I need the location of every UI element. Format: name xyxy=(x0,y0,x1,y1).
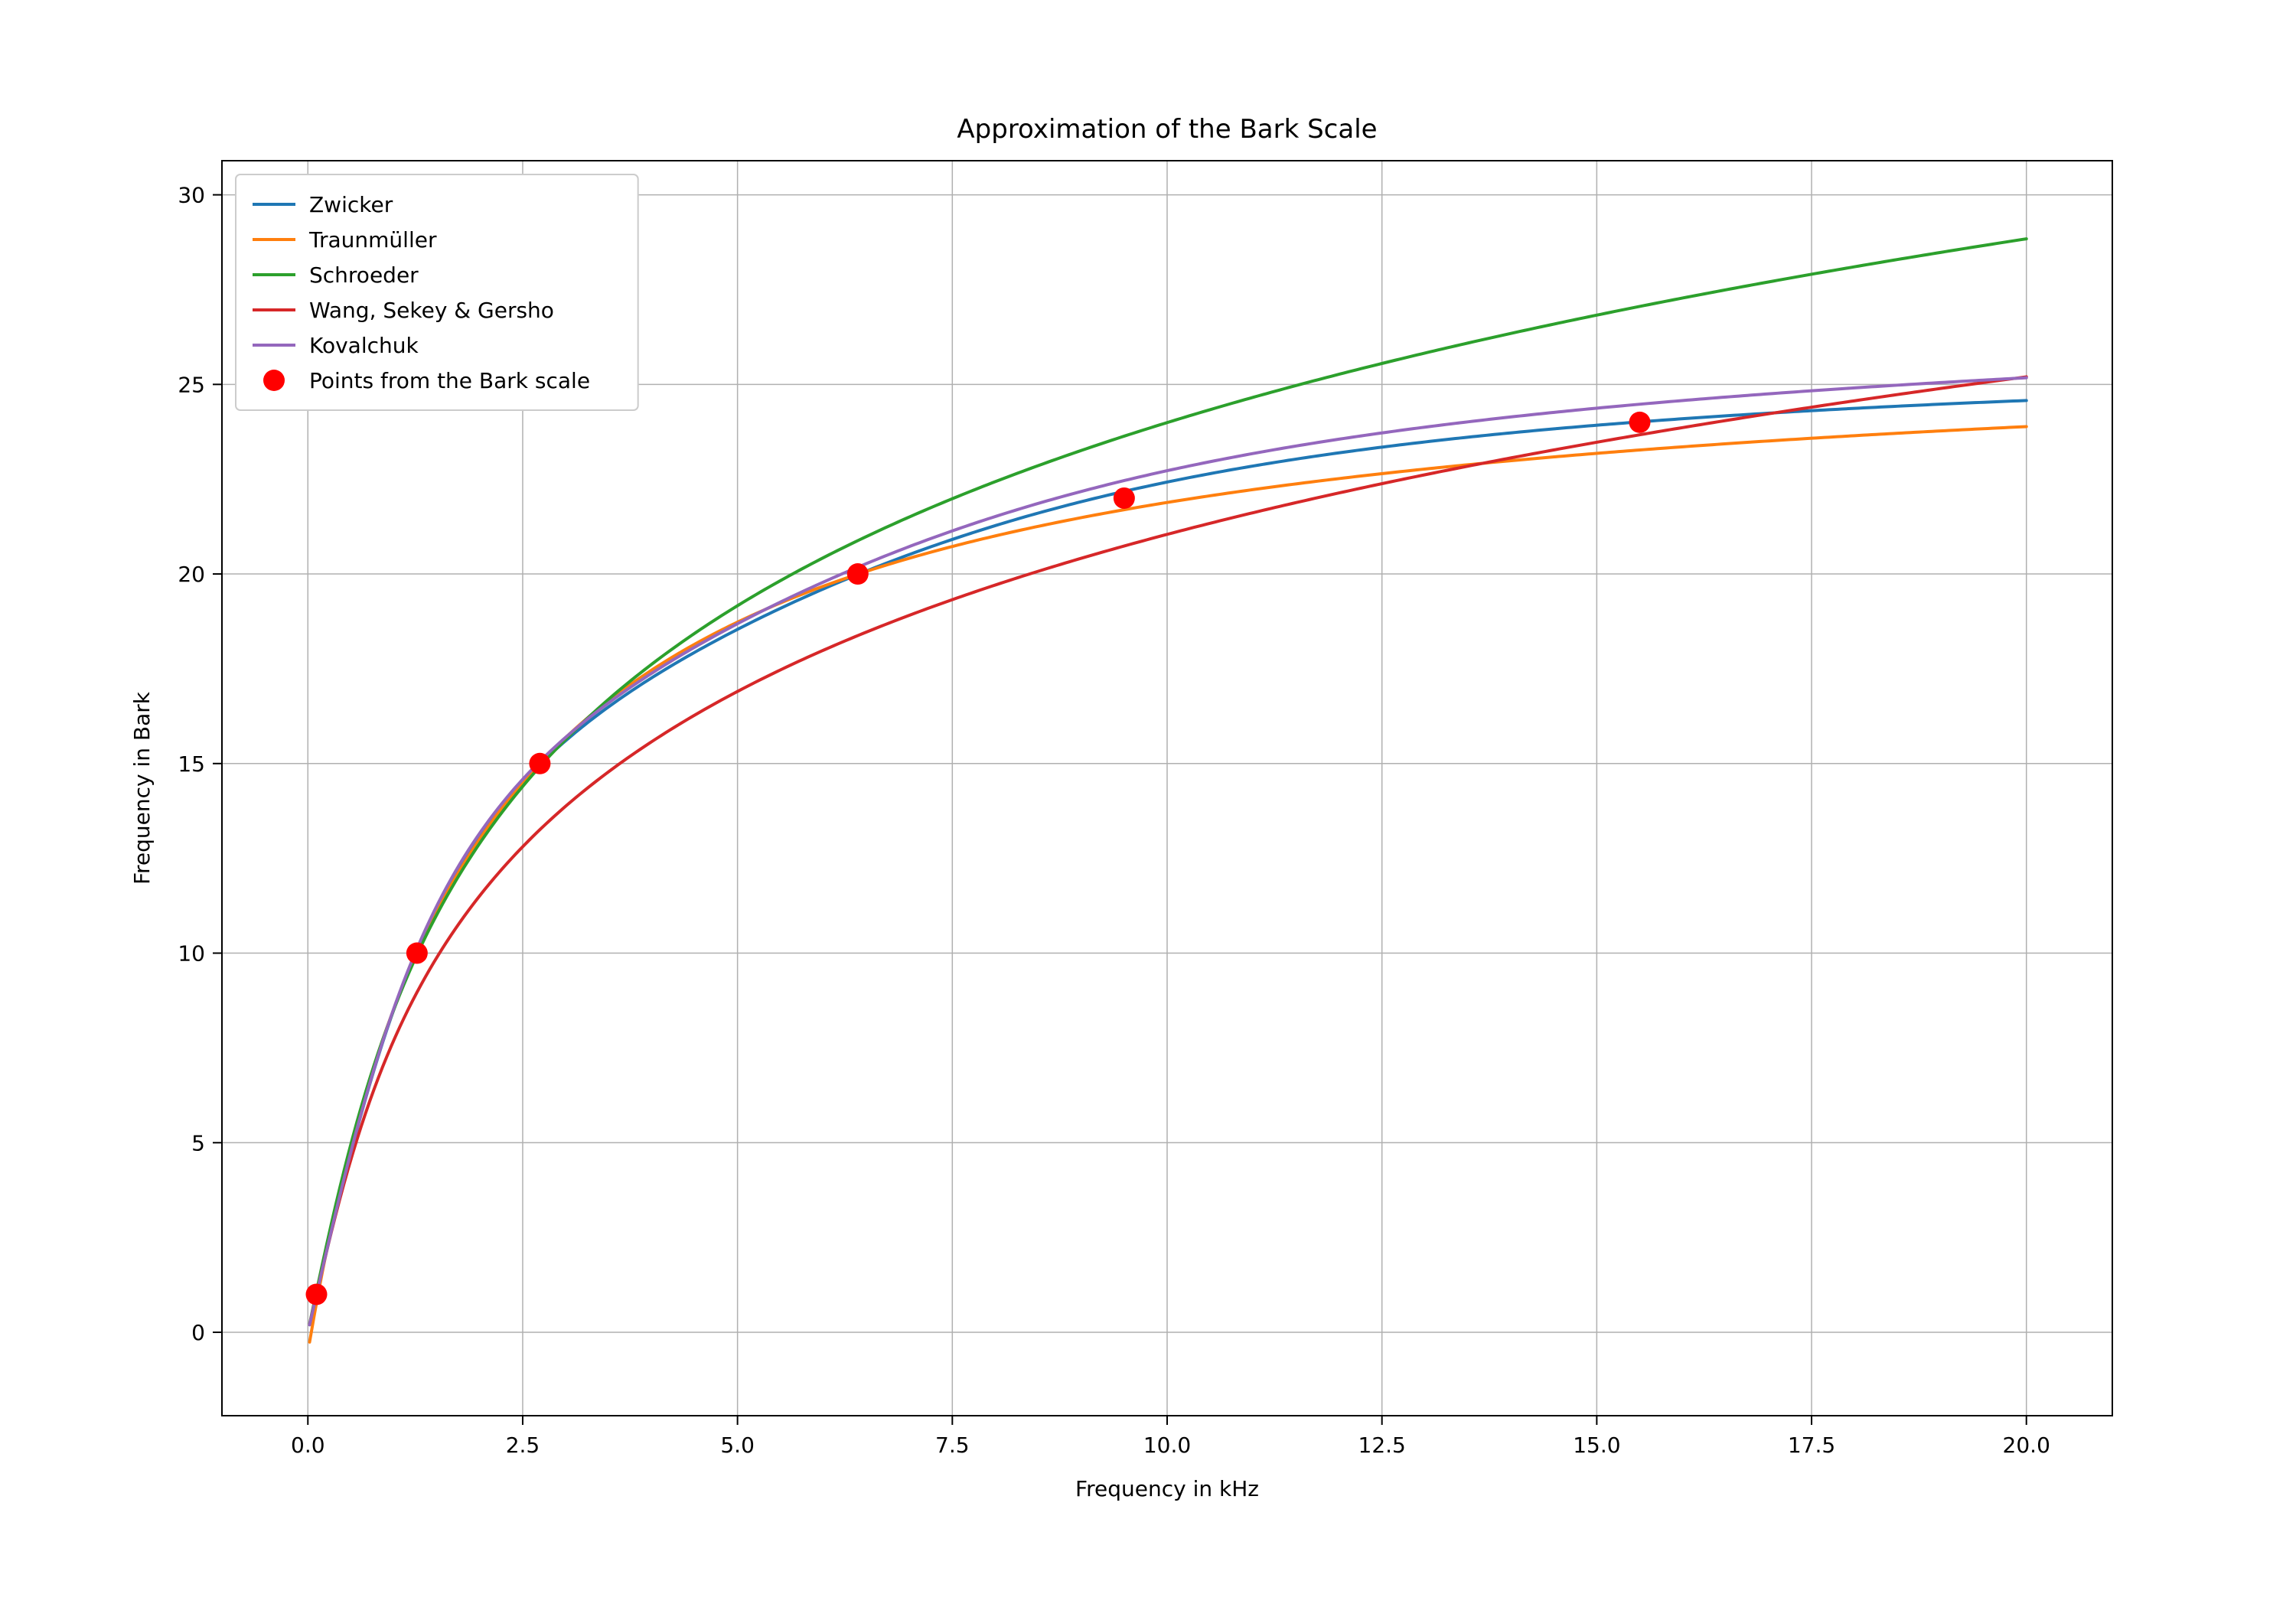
bark-point xyxy=(529,753,550,774)
x-tick-label: 0.0 xyxy=(291,1433,325,1458)
legend: Zwicker Traunmüller Schroeder Wang, Sekey &… xyxy=(236,174,638,410)
legend-label: Traunmüller xyxy=(308,227,437,253)
bark-point xyxy=(406,943,428,964)
y-tick-label: 30 xyxy=(178,183,205,208)
y-tick-label: 20 xyxy=(178,562,205,587)
bark-point xyxy=(847,563,869,585)
x-tick-label: 15.0 xyxy=(1573,1433,1620,1458)
y-tick-label: 5 xyxy=(191,1130,205,1156)
x-tick-label: 10.0 xyxy=(1143,1433,1191,1458)
x-tick-label: 5.0 xyxy=(720,1433,755,1458)
legend-label: Zwicker xyxy=(309,192,393,217)
legend-label: Kovalchuk xyxy=(309,333,419,358)
y-tick-label: 15 xyxy=(178,751,205,777)
x-tick-label: 12.5 xyxy=(1358,1433,1406,1458)
x-axis-label: Frequency in kHz xyxy=(1075,1476,1259,1501)
y-tick-label: 0 xyxy=(191,1320,205,1345)
chart-title: Approximation of the Bark Scale xyxy=(957,114,1377,145)
y-tick-label: 10 xyxy=(178,941,205,966)
x-tick-label: 2.5 xyxy=(506,1433,540,1458)
x-tick-label: 20.0 xyxy=(2003,1433,2050,1458)
legend-label: Wang, Sekey & Gersho xyxy=(309,298,554,323)
x-tick-label: 7.5 xyxy=(935,1433,970,1458)
y-axis-label: Frequency in Bark xyxy=(129,691,155,885)
bark-scale-chart: 0.0 2.5 5.0 7.5 10.0 12.5 15.0 17.5 20.0 0 5 10 15 20… xyxy=(0,0,2296,1607)
bark-point xyxy=(306,1283,328,1305)
chart-svg: 0.0 2.5 5.0 7.5 10.0 12.5 15.0 17.5 20.0 0 5 10 15 20… xyxy=(0,0,2296,1607)
legend-label: Points from the Bark scale xyxy=(309,368,590,393)
legend-swatch-dot xyxy=(263,370,285,391)
x-tick-label: 17.5 xyxy=(1788,1433,1835,1458)
bark-point xyxy=(1114,487,1135,509)
legend-label: Schroeder xyxy=(309,262,419,288)
bark-point xyxy=(1629,412,1651,433)
y-tick-label: 25 xyxy=(178,372,205,397)
